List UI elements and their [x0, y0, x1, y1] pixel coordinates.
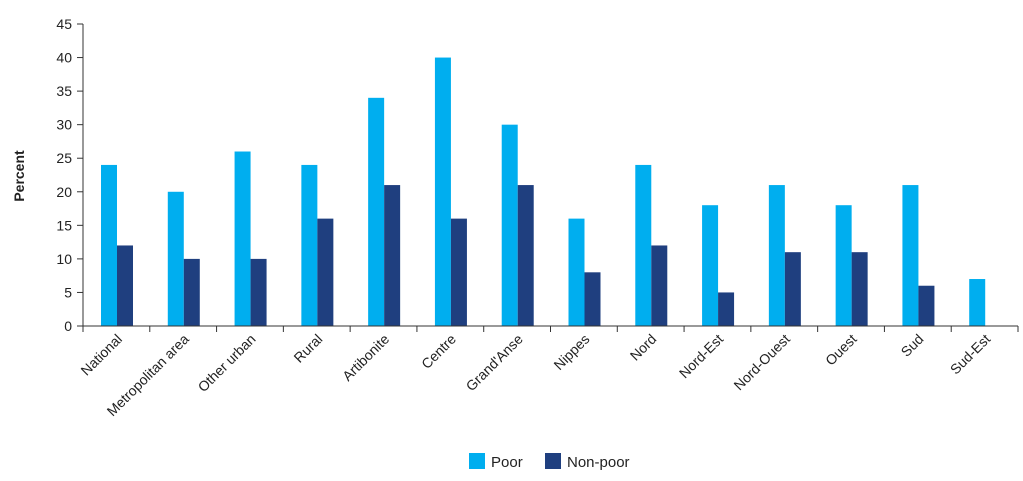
y-tick-label: 15 — [56, 217, 72, 233]
legend-swatch-non-poor — [545, 453, 561, 469]
bar-non-poor-12 — [918, 285, 935, 326]
bar-poor-1 — [167, 191, 184, 326]
bar-poor-6 — [501, 124, 518, 327]
bar-poor-13 — [969, 279, 986, 326]
y-tick-label: 0 — [64, 318, 72, 334]
bar-poor-10 — [768, 185, 785, 326]
y-tick-label: 20 — [56, 184, 72, 200]
x-tick-label: Nord-Est — [676, 331, 726, 381]
bar-poor-8 — [635, 164, 652, 326]
x-tick-label: Nord-Ouest — [730, 331, 793, 394]
bar-poor-0 — [101, 164, 117, 326]
x-tick-label: Artibonite — [339, 331, 392, 384]
bar-non-poor-9 — [718, 292, 735, 326]
legend-swatch-poor — [469, 453, 485, 469]
bar-poor-7 — [568, 218, 585, 326]
y-tick-label: 10 — [56, 251, 72, 267]
bar-poor-2 — [234, 151, 251, 326]
x-tick-label: Rural — [290, 331, 325, 366]
x-tick-label: Other urban — [195, 331, 259, 395]
bar-poor-3 — [301, 164, 318, 326]
bar-non-poor-6 — [517, 185, 534, 326]
x-tick-label: Nord — [627, 331, 660, 364]
bar-poor-5 — [434, 57, 451, 327]
bar-non-poor-2 — [250, 258, 267, 326]
y-tick-label: 5 — [64, 284, 72, 300]
bar-non-poor-7 — [584, 272, 601, 326]
x-tick-label: National — [77, 331, 125, 379]
x-tick-label: Grand'Anse — [463, 331, 526, 394]
bar-non-poor-11 — [851, 252, 868, 326]
legend: Poor Non-poor — [469, 453, 630, 471]
y-tick-label: 45 — [56, 16, 72, 32]
bar-poor-4 — [368, 97, 385, 326]
y-axis: 0 5 10 15 20 25 30 35 40 45 — [56, 16, 84, 334]
legend-label: Poor — [491, 454, 523, 471]
bar-non-poor-10 — [784, 252, 801, 326]
bar-non-poor-4 — [384, 185, 401, 326]
bar-non-poor-5 — [450, 218, 467, 326]
bar-poor-11 — [835, 205, 852, 326]
y-tick-label: 40 — [56, 50, 72, 66]
bar-non-poor-0 — [117, 245, 133, 326]
bar-poor-12 — [902, 185, 919, 326]
x-tick-label: Nippes — [550, 331, 592, 373]
x-tick-label: Sud-Est — [947, 331, 994, 378]
legend-label: Non-poor — [567, 454, 630, 471]
x-tick-label: Centre — [418, 331, 459, 372]
bar-non-poor-3 — [317, 218, 334, 326]
bar-non-poor-1 — [183, 258, 200, 326]
bar-poor-9 — [702, 205, 719, 326]
plot-area — [101, 57, 986, 327]
y-tick-label: 25 — [56, 150, 72, 166]
y-tick-label: 35 — [56, 83, 72, 99]
x-tick-label: Ouest — [822, 331, 860, 369]
y-tick-label: 30 — [56, 117, 72, 133]
y-axis-label: Percent — [11, 150, 27, 202]
bar-non-poor-8 — [651, 245, 668, 326]
x-tick-label: Sud — [898, 331, 927, 360]
